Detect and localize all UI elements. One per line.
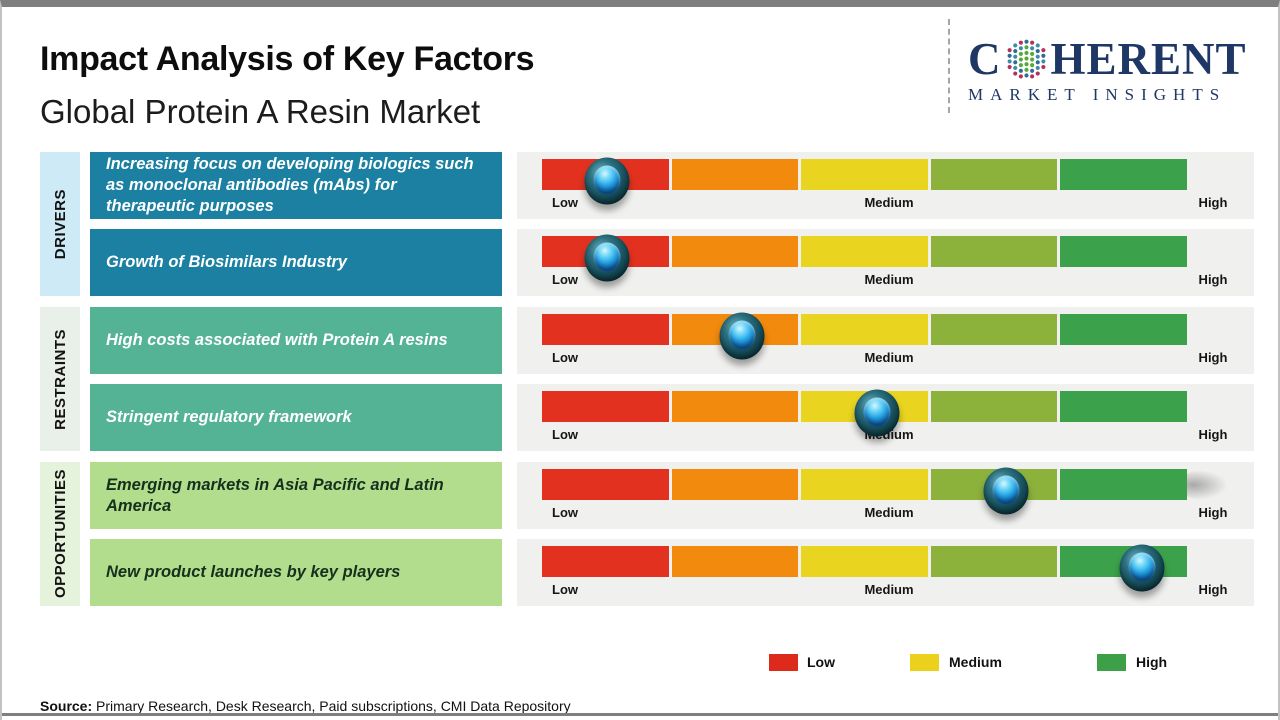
scale-label-medium: Medium [864,272,914,287]
page-title: Impact Analysis of Key Factors [40,40,535,78]
legend-swatch-medium [910,654,939,671]
bar-end-shadow [1179,470,1227,500]
legend-swatch-high [1097,654,1126,671]
section-label-restraints-text: RESTRAINTS [51,328,69,430]
scale-segment-yellow [801,469,928,500]
factor-card-restraints-2: Stringent regulatory framework [90,384,502,451]
source-text: Primary Research, Desk Research, Paid su… [92,698,571,714]
section-label-opportunities-text: OPPORTUNITIES [51,469,69,599]
coherent-market-insights-logo: C HERENT MARKET INSIGHTS [968,37,1268,105]
impact-marker-1[interactable] [584,157,629,205]
impact-marker-4[interactable] [854,389,900,437]
scale-label-low: Low [552,427,578,442]
scale-segment-orange [671,159,799,190]
section-label-opportunities: OPPORTUNITIES [40,462,80,606]
impact-scale-bar-3 [542,312,1187,360]
factor-card-drivers-2: Growth of Biosimilars Industry [90,229,502,296]
scale-label-medium: Medium [864,582,914,597]
factor-card-opportunities-2: New product launches by key players [90,539,502,606]
scale-segment-green [1060,314,1187,345]
logo-tagline: MARKET INSIGHTS [968,85,1227,104]
scale-label-medium: Medium [864,505,914,520]
legend-label-low: Low [807,654,835,670]
impact-slider-panel-1: Low Medium High [517,152,1254,219]
section-label-restraints: RESTRAINTS [40,307,80,451]
scale-segment-green [1060,236,1187,267]
scale-segment-orange [671,546,799,577]
scale-segment-yellow [801,236,928,267]
scale-segment-yellowgreen [930,159,1058,190]
impact-scale-bar-6 [542,544,1187,592]
impact-slider-panel-5: Low Medium High [517,462,1254,529]
scale-label-high: High [1198,350,1228,365]
scale-segment-yellowgreen [930,236,1058,267]
impact-scale-bar-2 [542,234,1187,282]
impact-slider-panel-3: Low Medium High [517,307,1254,374]
factor-card-restraints-1: High costs associated with Protein A res… [90,307,502,374]
scale-label-high: High [1198,272,1228,287]
impact-slider-panel-6: Low Medium High [517,539,1254,606]
impact-scale-bar-1 [542,157,1187,205]
scale-label-medium: Medium [864,195,914,210]
scale-segment-yellowgreen [930,314,1058,345]
factor-card-drivers-1: Increasing focus on developing biologics… [90,152,502,219]
scale-segment-red [542,546,669,577]
scale-segment-yellow [801,159,928,190]
scale-segment-yellowgreen [930,391,1058,422]
scale-segment-orange [671,391,799,422]
scale-label-low: Low [552,350,578,365]
scale-label-low: Low [552,195,578,210]
impact-scale-bar-4 [542,389,1187,437]
source-line: Source: Primary Research, Desk Research,… [40,698,571,714]
scale-label-low: Low [552,505,578,520]
logo-wordmark: C HERENT [968,37,1268,82]
scale-label-medium: Medium [864,350,914,365]
factor-card-opportunities-1: Emerging markets in Asia Pacific and Lat… [90,462,502,529]
impact-marker-3[interactable] [719,312,765,360]
scale-segment-red [542,391,669,422]
scale-segment-green [1060,159,1187,190]
impact-marker-6[interactable] [1119,544,1165,592]
scale-segment-green [1060,391,1187,422]
logo-divider [948,19,950,113]
scale-segment-green [1060,469,1187,500]
legend-swatch-low [769,654,798,671]
section-label-drivers-text: DRIVERS [51,188,69,260]
bottom-rule [2,713,1278,716]
scale-label-low: Low [552,582,578,597]
scale-segment-yellowgreen [930,546,1058,577]
scale-label-high: High [1198,195,1228,210]
scale-label-high: High [1198,582,1228,597]
scale-segment-orange [671,236,799,267]
logo-letters-herent: HERENT [1050,34,1247,84]
scale-label-high: High [1198,505,1228,520]
impact-marker-5[interactable] [983,467,1029,515]
scale-segment-red [542,314,669,345]
scale-segment-red [542,469,669,500]
scale-label-low: Low [552,272,578,287]
scale-segment-orange [671,469,799,500]
dotted-globe-icon [1007,39,1045,79]
legend-label-high: High [1136,654,1168,670]
scale-label-high: High [1198,427,1228,442]
source-prefix: Source: [40,698,93,714]
impact-scale-bar-5 [542,467,1187,515]
scale-segment-yellow [801,314,928,345]
scale-segment-yellow [801,546,928,577]
impact-slider-panel-4: Low Medium High [517,384,1254,451]
section-label-drivers: DRIVERS [40,152,80,296]
logo-letter-c: C [968,34,1002,84]
legend-label-medium: Medium [949,654,1002,670]
impact-marker-2[interactable] [584,234,629,282]
impact-slider-panel-2: Low Medium High [517,229,1254,296]
page-subtitle: Global Protein A Resin Market [40,93,481,130]
